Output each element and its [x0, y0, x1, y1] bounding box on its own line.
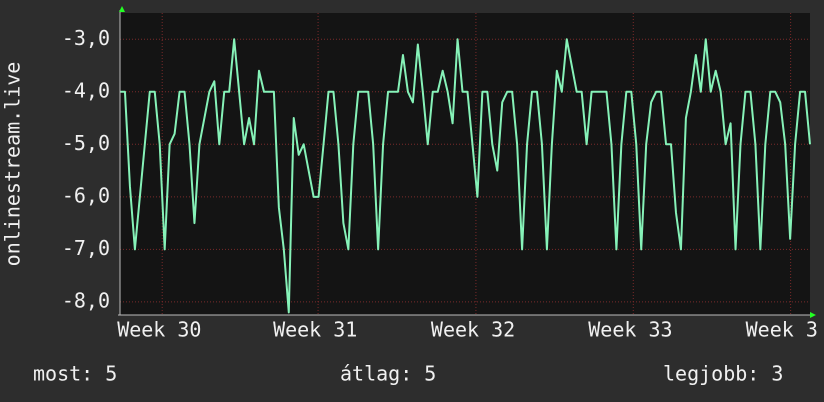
y-tick-label: -4,0: [62, 78, 110, 102]
summary-value: 5: [105, 362, 117, 386]
summary-value: 5: [424, 362, 436, 386]
summary-label: legjobb:: [663, 362, 759, 386]
x-tick-label: Week 30: [117, 318, 201, 342]
line-series: [120, 38, 811, 314]
plot-area: [120, 13, 810, 315]
marks: [120, 38, 811, 314]
y-tick-label: -8,0: [62, 288, 110, 312]
y-tick-label: -6,0: [62, 183, 110, 207]
y-axis-arrow: [119, 6, 125, 12]
x-tick-label: Week 31: [273, 318, 357, 342]
summary-value: 3: [771, 362, 783, 386]
y-axis-title: onlinestream.live: [1, 62, 25, 267]
x-tick-label: Week 33: [588, 318, 672, 342]
y-tick-label: -5,0: [62, 131, 110, 155]
x-axis-arrow: [810, 312, 816, 318]
summary-label: most:: [33, 362, 93, 386]
labels: -3,0 -4,0 -5,0 -6,0 -7,0 -8,0 Week 30 Week 31 We…: [33, 26, 818, 386]
x-tick-label: Week 32: [431, 318, 515, 342]
summary-label: átlag:: [340, 362, 412, 386]
y-tick-label: -3,0: [62, 26, 110, 50]
x-tick-label: Week 3: [746, 318, 818, 342]
y-tick-label: -7,0: [62, 236, 110, 260]
